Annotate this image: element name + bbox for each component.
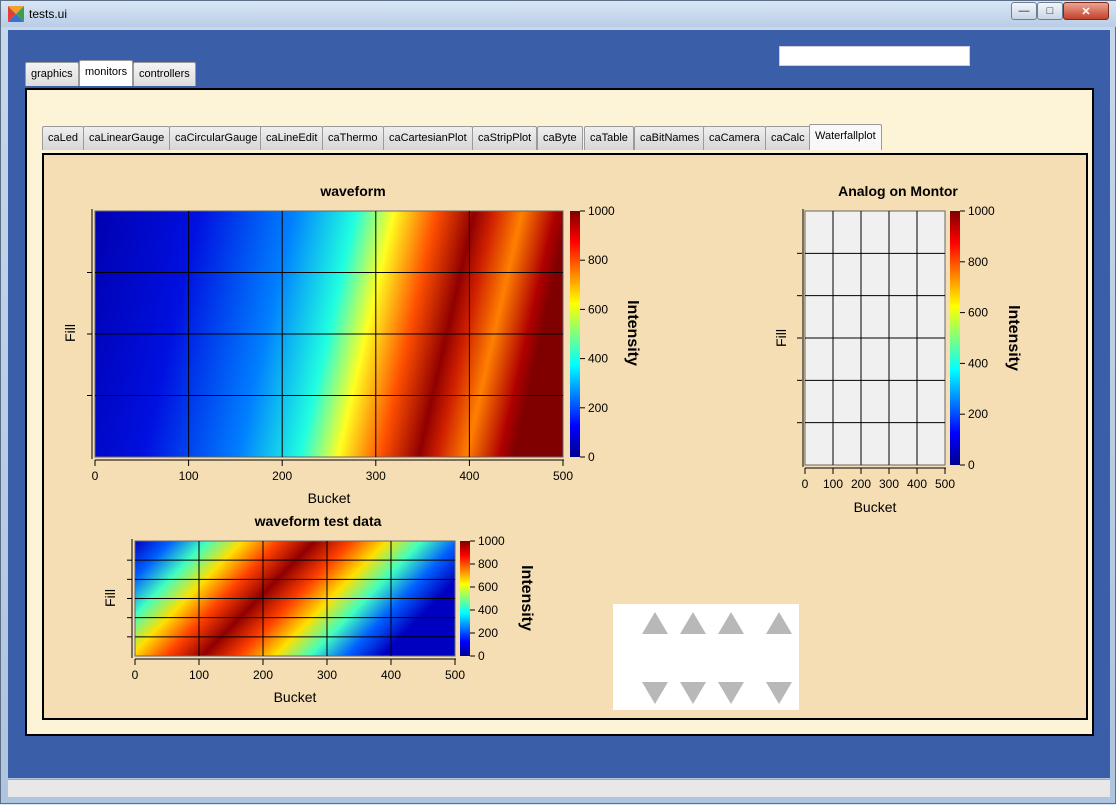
tab-monitors[interactable]: monitors (79, 60, 134, 86)
status-bar (8, 779, 1110, 797)
triangle-up-icon[interactable] (718, 612, 744, 634)
tab-cacartesianplot[interactable]: caCartesianPlot (383, 126, 473, 150)
tab-cabyte[interactable]: caByte (537, 126, 583, 150)
triangle-down-icon[interactable] (718, 682, 744, 704)
minimize-icon: — (1018, 5, 1030, 17)
triangle-down-icon[interactable] (680, 682, 706, 704)
main-client-area: graphics monitors controllers caLed caLi… (8, 30, 1110, 778)
close-icon: ✕ (1081, 5, 1091, 18)
monitors-panel: caLed caLinearGauge caCircularGauge caLi… (25, 88, 1094, 736)
tab-label: caLineEdit (266, 132, 318, 144)
tab-calineargauge[interactable]: caLinearGauge (83, 126, 171, 150)
triangle-down-icon[interactable] (642, 682, 668, 704)
tab-label: controllers (139, 68, 190, 80)
tab-label: caCircularGauge (175, 132, 258, 144)
waterfallplot-panel (42, 153, 1088, 720)
tab-cacalc[interactable]: caCalc (765, 126, 811, 150)
tab-label: caCartesianPlot (389, 132, 467, 144)
minimize-button[interactable]: — (1011, 2, 1037, 20)
tab-graphics[interactable]: graphics (25, 62, 79, 86)
tab-catable[interactable]: caTable (584, 126, 634, 150)
tab-label: Waterfallplot (815, 130, 876, 142)
text-input[interactable] (779, 46, 970, 66)
tab-castripplot[interactable]: caStripPlot (472, 126, 538, 150)
tab-cacamera[interactable]: caCamera (703, 126, 766, 150)
tab-caled[interactable]: caLed (42, 126, 84, 150)
triangle-up-icon[interactable] (680, 612, 706, 634)
tab-label: caCamera (709, 132, 760, 144)
tab-cacirculargauge[interactable]: caCircularGauge (169, 126, 264, 150)
triangle-down-icon[interactable] (766, 682, 792, 704)
tab-cathermo[interactable]: caThermo (322, 126, 384, 150)
close-button[interactable]: ✕ (1063, 2, 1109, 20)
tab-controllers[interactable]: controllers (133, 62, 196, 86)
window-title: tests.ui (29, 7, 68, 21)
tab-waterfallplot[interactable]: Waterfallplot (809, 124, 882, 150)
tab-label: caBitNames (640, 132, 700, 144)
triangle-up-icon[interactable] (642, 612, 668, 634)
tab-label: caLinearGauge (89, 132, 165, 144)
tab-label: caByte (543, 132, 577, 144)
maximize-button[interactable]: □ (1037, 2, 1063, 20)
title-bar[interactable]: tests.ui — □ ✕ (1, 1, 1116, 27)
tab-label: caTable (590, 132, 628, 144)
tab-calineedit[interactable]: caLineEdit (260, 126, 324, 150)
arrow-controls (613, 604, 799, 710)
tab-label: caLed (48, 132, 78, 144)
app-logo-icon (8, 6, 24, 22)
triangle-up-icon[interactable] (766, 612, 792, 634)
tab-label: caThermo (328, 132, 378, 144)
maximize-icon: □ (1046, 5, 1054, 17)
tab-label: caCalc (771, 132, 805, 144)
tab-label: caStripPlot (478, 132, 532, 144)
tab-label: monitors (85, 66, 128, 78)
tab-cabitnames[interactable]: caBitNames (634, 126, 706, 150)
tab-label: graphics (31, 68, 73, 80)
